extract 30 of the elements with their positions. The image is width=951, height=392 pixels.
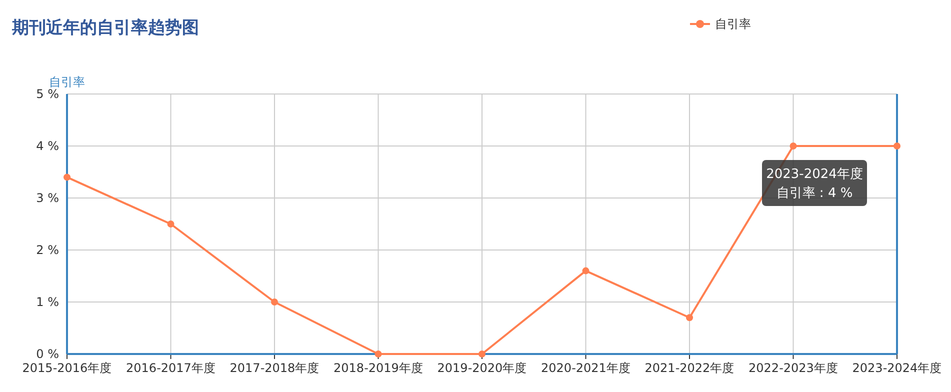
point [478, 350, 486, 358]
y-tick-label: 0 % [36, 347, 59, 361]
point [271, 298, 278, 306]
point [64, 174, 70, 181]
point [894, 142, 900, 150]
y-tick-label: 1 % [36, 295, 59, 309]
legend-label: 自引率 [715, 17, 751, 31]
point [374, 350, 382, 358]
y-tick-label: 2 % [36, 243, 59, 257]
x-tick-label: 2015-2016年度 [22, 361, 112, 375]
y-tick-label: 3 % [36, 191, 59, 205]
y-tick-label: 4 % [36, 139, 59, 153]
y-tick-label: 5 % [36, 87, 59, 101]
x-tick-label: 2022-2023年度 [748, 361, 838, 375]
chart-title: 期刊近年的自引率趋势图 [11, 18, 199, 38]
x-tick-label: 2016-2017年度 [126, 361, 216, 375]
point [167, 220, 174, 228]
point [582, 267, 590, 274]
x-tick-label: 2021-2022年度 [644, 361, 734, 375]
tooltip: 2023-2024年度 自引率 : 4 % [762, 160, 867, 206]
x-tick-label: 2019-2020年度 [437, 361, 527, 375]
point [686, 314, 693, 322]
x-tick-label: 2017-2018年度 [230, 361, 320, 375]
y-axis-title: 自引率 [49, 75, 85, 89]
x-tick-label: 2020-2021年度 [541, 361, 630, 375]
annotation: 2023-2024年度 [766, 166, 863, 182]
x-tick-label: 2018-2019年度 [334, 361, 423, 375]
point [790, 142, 797, 150]
annotation: 自引率 : 4 % [776, 185, 853, 201]
x-tick-label: 2023-2024年度 [852, 361, 942, 375]
